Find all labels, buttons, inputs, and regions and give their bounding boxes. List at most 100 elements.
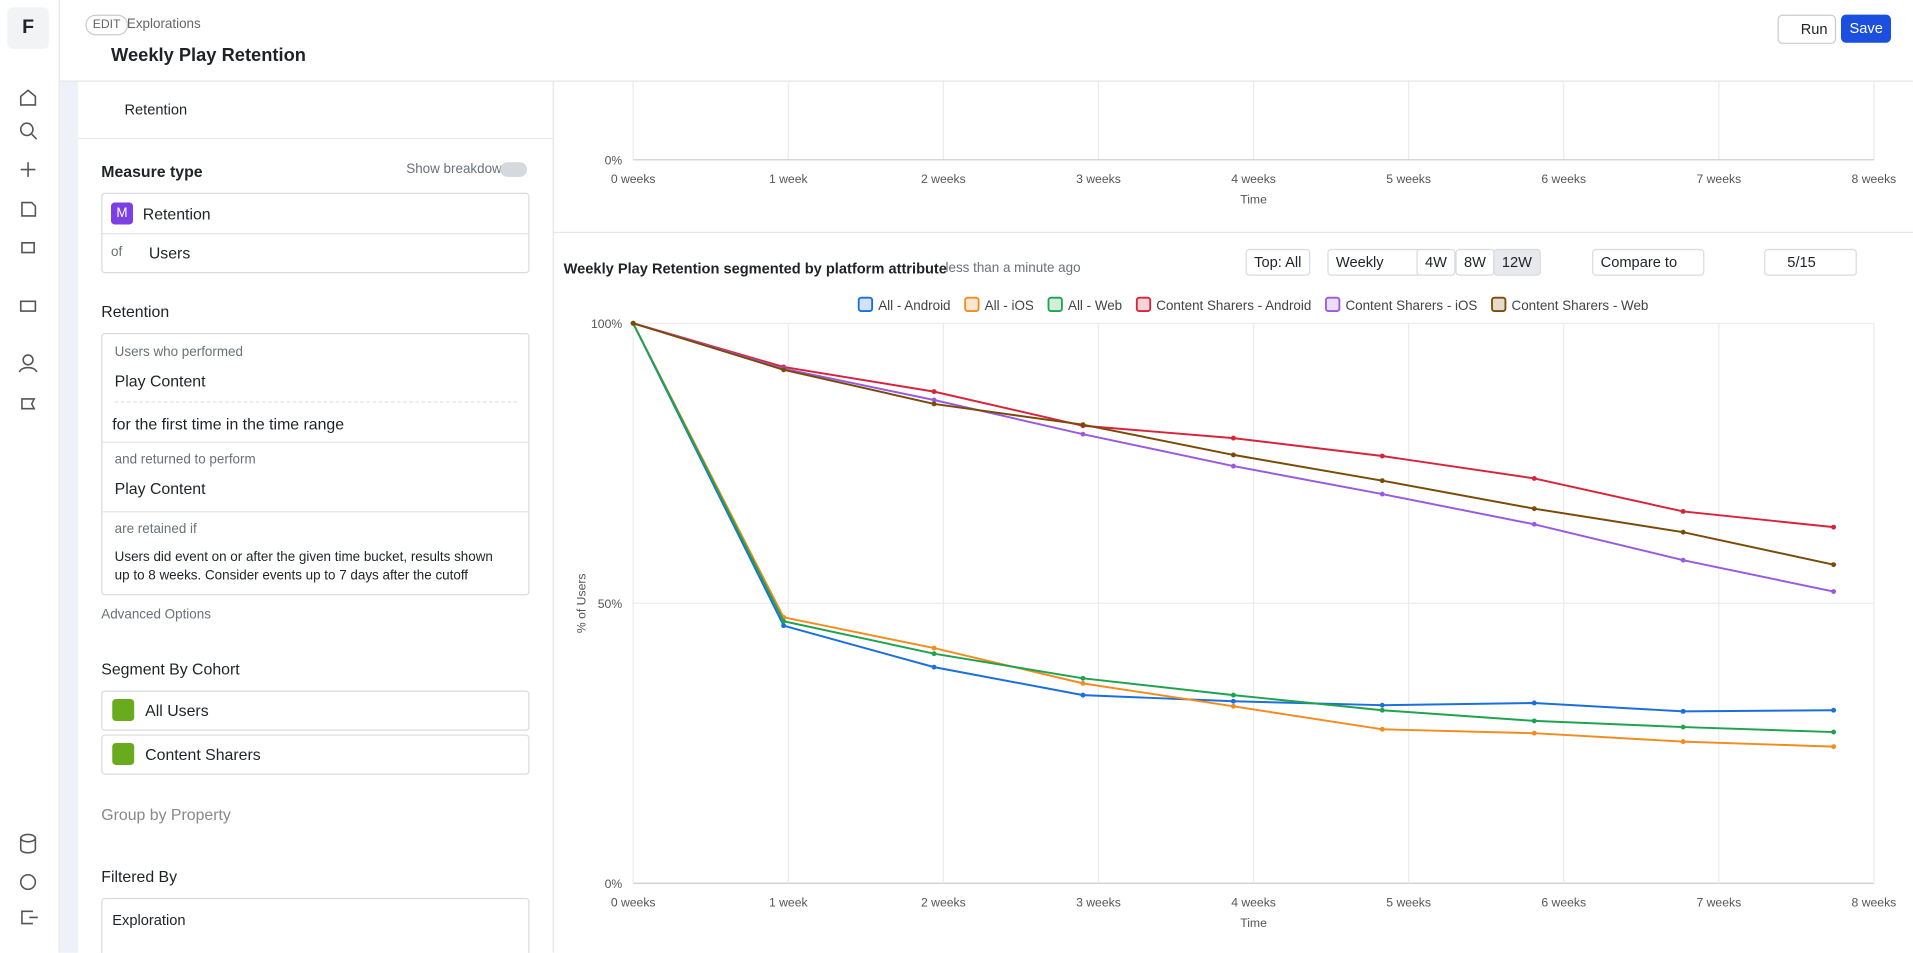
event-2[interactable]: Play Content xyxy=(114,479,206,498)
legend-swatch xyxy=(964,296,980,313)
data-point xyxy=(1080,675,1086,681)
x-tick-label: 7 weeks xyxy=(1696,172,1741,186)
data-point xyxy=(1831,729,1837,735)
retention-box: Users who performed Play Content for the… xyxy=(101,333,530,596)
event-1[interactable]: Play Content xyxy=(114,372,206,391)
data-point xyxy=(1531,718,1537,724)
data-point xyxy=(931,389,937,395)
data-point xyxy=(931,651,937,657)
data-point xyxy=(1831,744,1837,750)
legend-label: Content Sharers - iOS xyxy=(1345,298,1477,313)
cohort-name: Content Sharers xyxy=(145,745,261,764)
y-tick-label: 100% xyxy=(591,317,622,331)
data-point xyxy=(1230,452,1236,458)
data-point xyxy=(1379,453,1385,459)
legend-label: All - Android xyxy=(878,298,950,313)
data-point xyxy=(1230,692,1236,698)
top-select[interactable]: Top: All xyxy=(1245,248,1310,276)
data-point xyxy=(1680,509,1686,514)
x-tick-label: 5 weeks xyxy=(1386,172,1431,186)
data-point xyxy=(1531,506,1537,512)
legend-swatch xyxy=(1325,296,1341,313)
x-tick-label: 1 week xyxy=(769,172,809,186)
edit-badge[interactable]: EDIT xyxy=(85,14,128,36)
x-tick-label: 8 weeks xyxy=(1852,172,1897,186)
data-point xyxy=(1680,708,1686,714)
data-point xyxy=(931,397,937,403)
legend-swatch xyxy=(1047,296,1063,313)
run-button[interactable]: Run xyxy=(1777,14,1837,44)
save-button[interactable]: Save xyxy=(1840,14,1892,43)
page-title: Weekly Play Retention xyxy=(111,45,306,66)
data-point xyxy=(630,320,636,326)
data-point xyxy=(1531,700,1537,706)
divider xyxy=(553,231,1913,234)
first-time[interactable]: for the first time in the time range xyxy=(112,414,345,434)
cohort-icon xyxy=(112,742,135,765)
measure-select[interactable]: Retention xyxy=(142,204,211,224)
data-point xyxy=(1379,707,1385,713)
divider xyxy=(78,137,553,140)
data-point xyxy=(1080,680,1086,686)
data-point xyxy=(1831,707,1837,713)
series-line xyxy=(632,322,1834,529)
data-point xyxy=(1831,589,1837,594)
data-point xyxy=(1379,702,1385,708)
compare-select[interactable]: Compare to xyxy=(1592,248,1705,276)
data-point xyxy=(781,623,787,629)
range-8w[interactable]: 8W xyxy=(1455,248,1495,276)
legend-label: All - Web xyxy=(1068,298,1122,313)
data-point xyxy=(931,645,937,651)
logo[interactable]: F xyxy=(7,7,49,49)
x-tick-label: 5 weeks xyxy=(1386,895,1431,909)
data-point xyxy=(1531,521,1537,527)
legend-label: Content Sharers - Android xyxy=(1156,298,1311,313)
panel-section: Retention xyxy=(124,101,188,119)
x-tick-label: 2 weeks xyxy=(921,895,966,909)
x-tick-label: 3 weeks xyxy=(1076,172,1121,186)
y-axis-title: % of Users xyxy=(575,573,589,633)
filter-box: Exploration xyxy=(101,897,530,953)
divider xyxy=(102,441,529,443)
data-point xyxy=(1831,562,1837,568)
cohort-row[interactable]: Content Sharers xyxy=(101,734,530,775)
collapse-strip[interactable] xyxy=(59,81,79,953)
x-tick-label: 0 weeks xyxy=(611,895,656,909)
series-line xyxy=(632,322,1834,713)
data-point xyxy=(1531,475,1537,481)
range-4w[interactable]: 4W xyxy=(1416,248,1456,276)
y-tick-label: 50% xyxy=(598,597,623,611)
breakdown-label: Show breakdown xyxy=(406,162,510,177)
segment-heading: Segment By Cohort xyxy=(101,660,240,679)
measure-box: M Retention of Users xyxy=(101,192,530,274)
range-12w[interactable]: 12W xyxy=(1493,248,1541,276)
data-point xyxy=(1080,692,1086,698)
group-by[interactable]: Group by Property xyxy=(101,805,231,824)
returned-label: and returned to perform xyxy=(114,452,256,468)
data-point xyxy=(1230,463,1236,469)
x-tick-label: 2 weeks xyxy=(921,172,966,186)
legend-swatch xyxy=(1491,296,1507,313)
entity-select[interactable]: Users xyxy=(148,244,191,263)
divider xyxy=(102,511,529,513)
breadcrumb[interactable]: Explorations xyxy=(126,17,201,32)
data-point xyxy=(1379,478,1385,484)
exploration-filter[interactable]: Exploration xyxy=(112,911,186,929)
x-axis-title: Time xyxy=(1240,193,1267,207)
interval-select[interactable]: Weekly xyxy=(1327,248,1423,276)
x-tick-label: 8 weeks xyxy=(1852,895,1897,909)
cohort-icon xyxy=(112,699,135,722)
y-tick-label: 0% xyxy=(605,154,623,168)
series-line xyxy=(632,322,1834,593)
cohort-row[interactable]: All Users xyxy=(101,690,530,731)
divider xyxy=(114,401,518,403)
series-line xyxy=(632,322,1834,748)
x-tick-label: 6 weeks xyxy=(1541,172,1586,186)
advanced-options[interactable]: Advanced Options xyxy=(101,607,211,623)
cohort-name: All Users xyxy=(145,701,209,720)
visible-series[interactable]: 5/15 xyxy=(1764,248,1857,276)
breakdown-toggle[interactable] xyxy=(500,162,528,177)
legend-swatch xyxy=(1135,296,1152,313)
